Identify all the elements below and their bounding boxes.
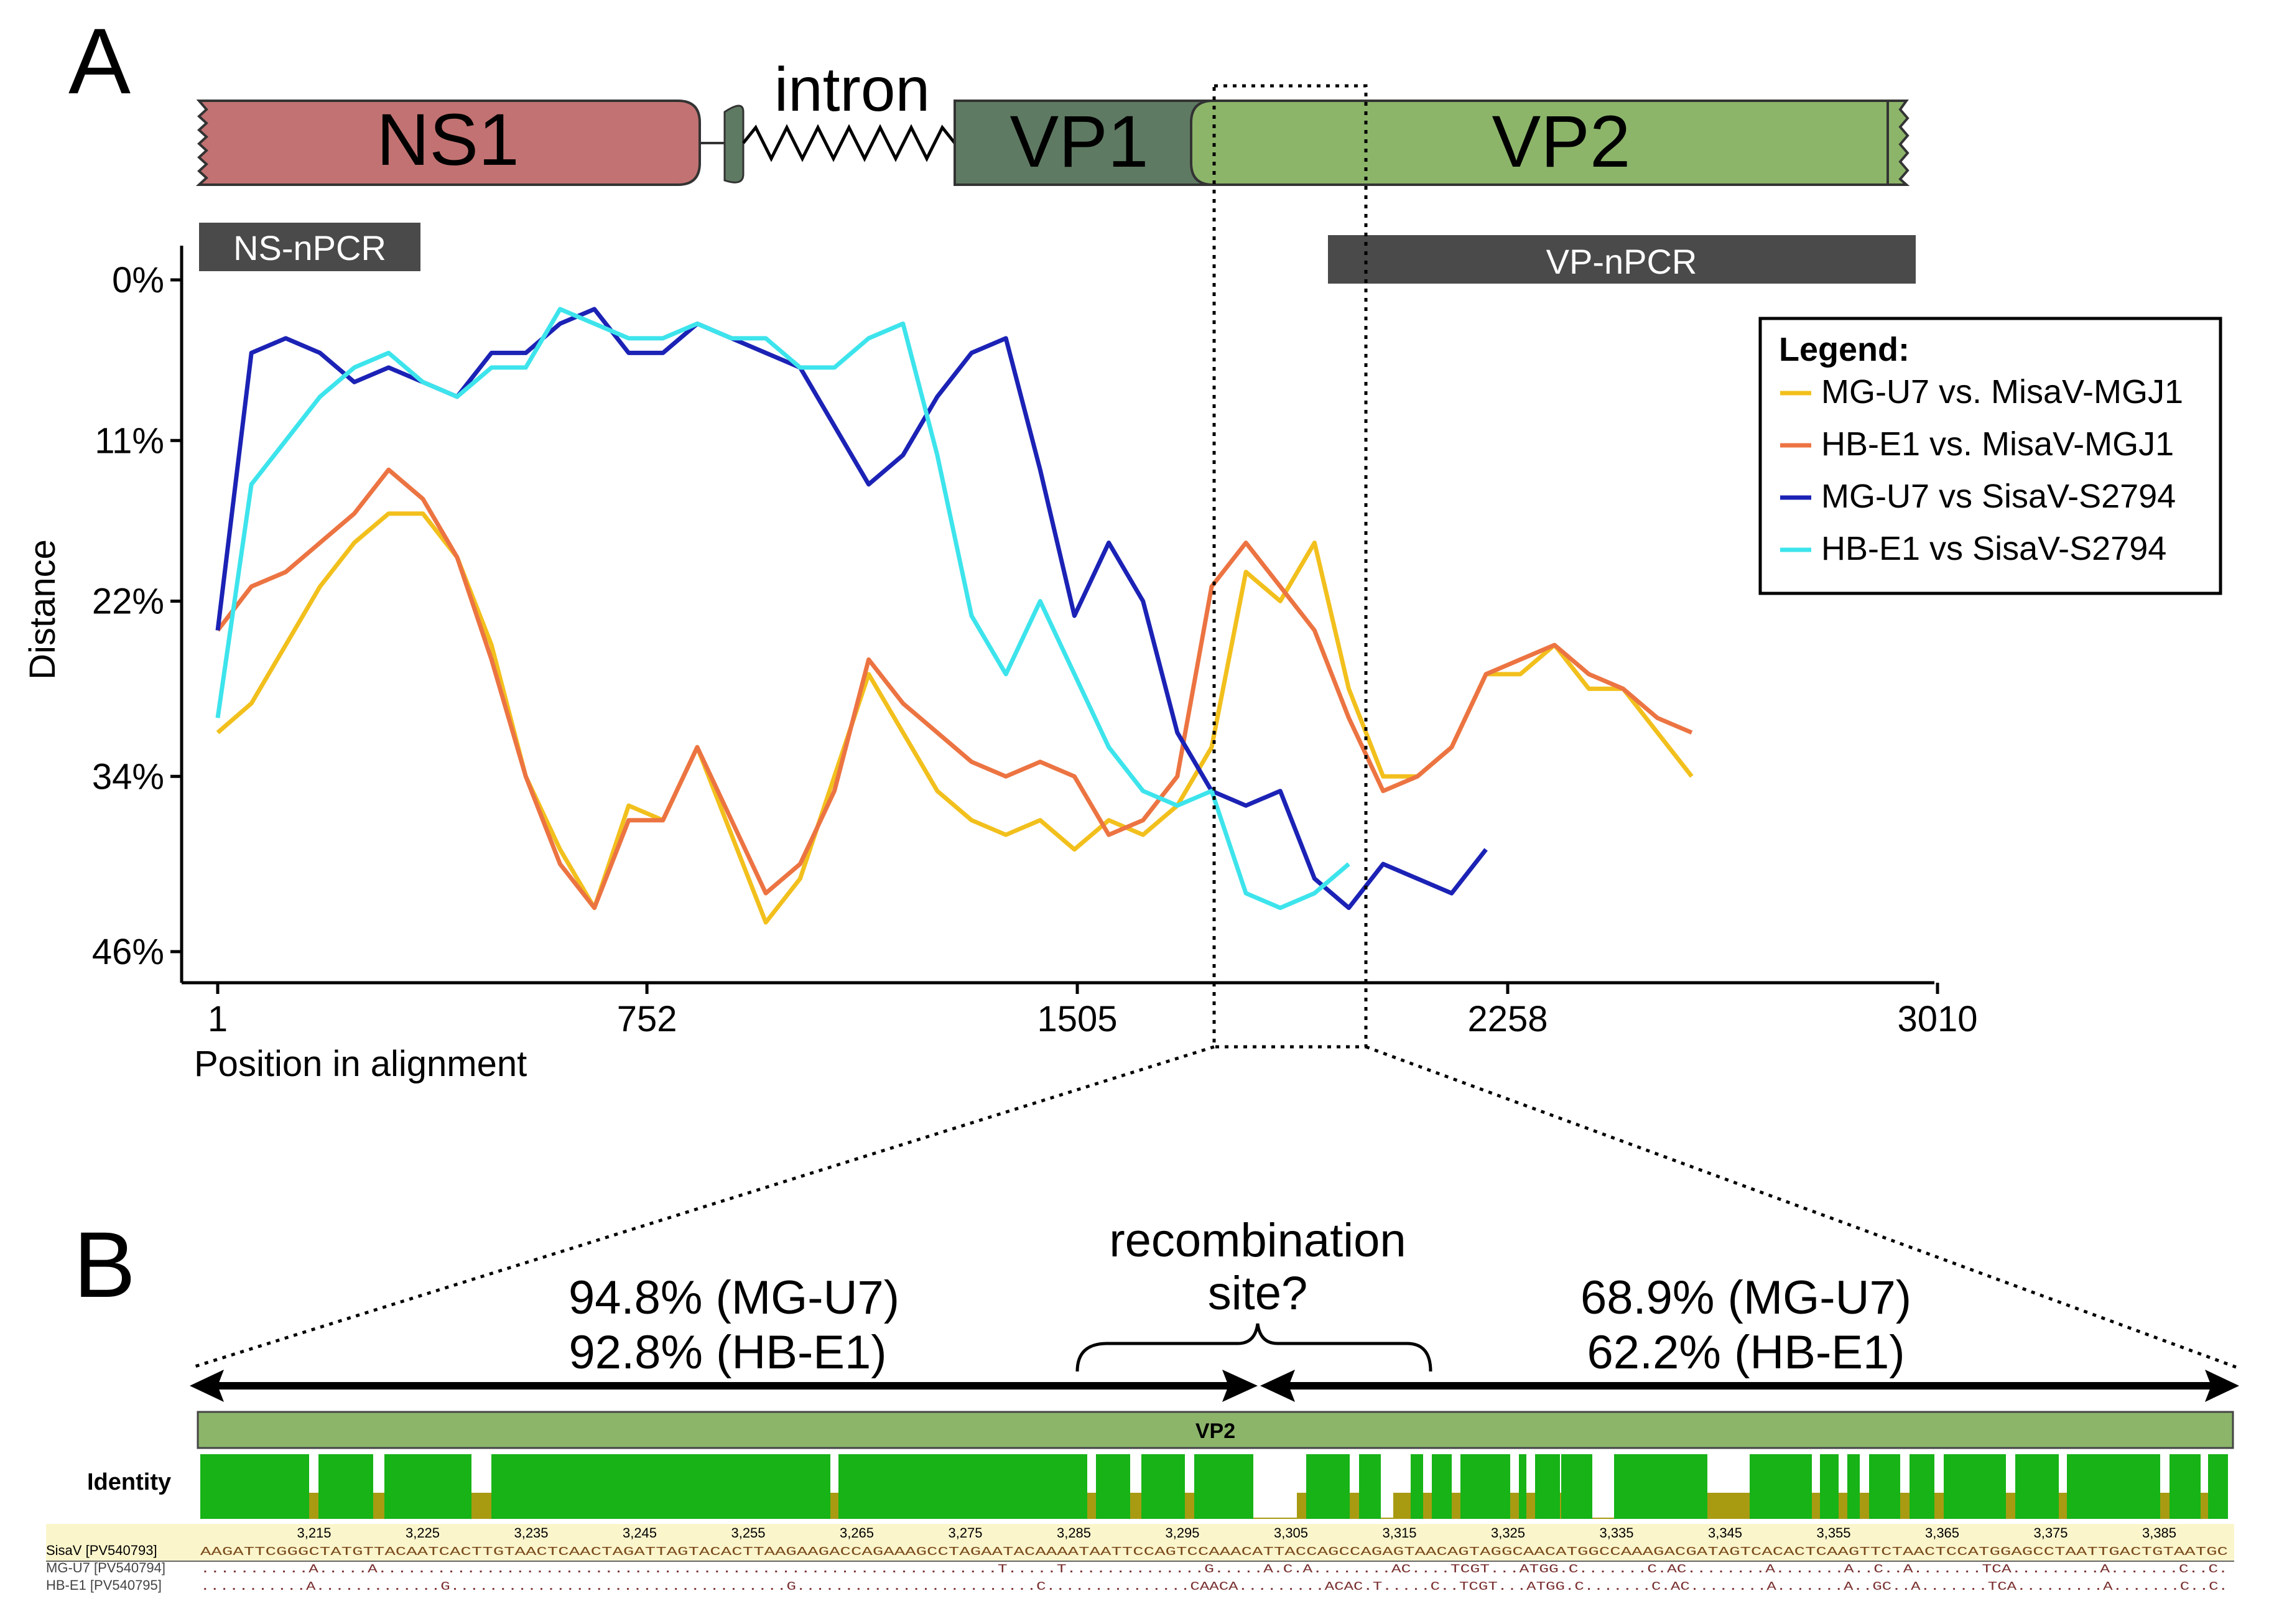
position-label: 3,345 bbox=[1708, 1525, 1742, 1541]
position-label: 3,245 bbox=[623, 1525, 657, 1541]
hbe1-sequence: ...........A.............G..............… bbox=[200, 1580, 2228, 1594]
panel-a-label: A bbox=[68, 9, 131, 113]
position-label: 3,325 bbox=[1491, 1525, 1525, 1541]
intron-zigzag bbox=[742, 124, 956, 162]
position-labels: 3,215 3,225 3,235 3,245 3,255 3,265 3,275 3,285… bbox=[297, 1525, 2176, 1541]
vp2-annotation-bar bbox=[197, 1411, 2234, 1449]
x-tick-label: 1505 bbox=[1037, 999, 1118, 1039]
vp1-gene bbox=[954, 100, 1214, 186]
panel-b-label: B bbox=[73, 1212, 136, 1317]
position-label: 3,315 bbox=[1382, 1525, 1416, 1541]
y-tick-label: 11% bbox=[95, 420, 164, 461]
vp1-label: VP1 bbox=[1009, 101, 1148, 183]
intron-label: intron bbox=[774, 55, 930, 124]
right-identity-hb: 62.2% (HB-E1) bbox=[1587, 1326, 1905, 1379]
splice-donor bbox=[723, 104, 745, 183]
series-line-2 bbox=[216, 467, 1693, 911]
distance-chart: 0% 11% 22% 34% 46% 1 752 1505 2258 3010 Distance… bbox=[22, 246, 1978, 1084]
x-tick-label: 3010 bbox=[1897, 999, 1977, 1039]
position-label: 3,225 bbox=[406, 1525, 440, 1541]
series-lines bbox=[215, 307, 1694, 925]
right-identity-mg: 68.9% (MG-U7) bbox=[1580, 1271, 1911, 1324]
ns-npcr-label: NS-nPCR bbox=[233, 228, 386, 267]
legend: Legend: MG-U7 vs. MisaV-MGJ1 HB-E1 vs. Mi… bbox=[1758, 317, 2222, 595]
y-tick-label: 22% bbox=[92, 582, 164, 622]
series-line-4 bbox=[215, 307, 1350, 911]
mgu7-sequence: ...........A.....A......................… bbox=[200, 1562, 2228, 1576]
zoom-region-box bbox=[1212, 84, 1368, 1049]
recombination-brace bbox=[1075, 1323, 1432, 1372]
seq-name-hbe1: HB-E1 [PV540795] bbox=[46, 1577, 162, 1593]
position-label: 3,375 bbox=[2033, 1525, 2067, 1541]
legend-items: MG-U7 vs. MisaV-MGJ1 HB-E1 vs. MisaV-MGJ1… bbox=[1780, 373, 2183, 567]
vp2-label: VP2 bbox=[1492, 101, 1630, 183]
vp-npcr-bar bbox=[1328, 235, 1916, 284]
position-label: 3,285 bbox=[1057, 1525, 1091, 1541]
y-ticks: 0% 11% 22% 34% 46% bbox=[92, 260, 182, 972]
position-label: 3,255 bbox=[731, 1525, 765, 1541]
position-label: 3,365 bbox=[1925, 1525, 1959, 1541]
position-label: 3,275 bbox=[948, 1525, 982, 1541]
y-tick-label: 34% bbox=[92, 756, 164, 797]
left-identity-hb: 92.8% (HB-E1) bbox=[568, 1326, 886, 1379]
position-label: 3,355 bbox=[1816, 1525, 1850, 1541]
vp2-annotation-label: VP2 bbox=[1195, 1419, 1235, 1443]
y-tick-label: 0% bbox=[112, 260, 164, 300]
legend-entry: MG-U7 vs. MisaV-MGJ1 bbox=[1821, 373, 2183, 411]
position-label: 3,235 bbox=[514, 1525, 548, 1541]
recombination-label-line2: site? bbox=[1208, 1267, 1308, 1320]
y-axis-title: Distance bbox=[22, 539, 63, 680]
left-arrow bbox=[190, 1370, 1258, 1402]
identity-track bbox=[200, 1454, 2228, 1519]
position-label: 3,335 bbox=[1599, 1525, 1633, 1541]
genome-map: NS1 intron VP1 VP2 bbox=[195, 55, 1910, 186]
zoom-line-left bbox=[192, 1045, 1215, 1369]
left-identity-mg: 94.8% (MG-U7) bbox=[568, 1271, 899, 1324]
vp2-gene-end bbox=[1886, 100, 1910, 186]
reference-row-bg bbox=[46, 1524, 2234, 1561]
position-label: 3,385 bbox=[2142, 1525, 2176, 1541]
ns-npcr-bar bbox=[199, 223, 420, 271]
right-arrow bbox=[1260, 1370, 2239, 1402]
seq-name-mgu7: MG-U7 [PV540794] bbox=[46, 1560, 165, 1575]
recombination-label-line1: recombination bbox=[1109, 1214, 1406, 1267]
legend-box bbox=[1758, 317, 2222, 595]
position-label: 3,265 bbox=[840, 1525, 874, 1541]
x-ticks: 1 752 1505 2258 3010 bbox=[208, 983, 1978, 1039]
vp-npcr-label: VP-nPCR bbox=[1546, 242, 1697, 281]
legend-entry: MG-U7 vs SisaV-S2794 bbox=[1821, 478, 2176, 515]
ns1-gene bbox=[195, 100, 701, 186]
position-label: 3,305 bbox=[1274, 1525, 1308, 1541]
reference-sequence: AAGATTCGGGCTATGTTACAATCACTTGTAACTCAACTAG… bbox=[200, 1545, 2228, 1559]
x-axis-title: Position in alignment bbox=[194, 1044, 527, 1084]
position-label: 3,215 bbox=[297, 1525, 331, 1541]
legend-entry: HB-E1 vs. MisaV-MGJ1 bbox=[1821, 425, 2174, 463]
series-line-1 bbox=[216, 511, 1694, 925]
x-tick-label: 2258 bbox=[1467, 999, 1548, 1039]
x-tick-label: 1 bbox=[208, 999, 228, 1039]
ns1-label: NS1 bbox=[376, 99, 519, 181]
seq-name-sisav: SisaV [PV540793] bbox=[46, 1543, 157, 1558]
identity-label: Identity bbox=[87, 1469, 171, 1495]
y-tick-label: 46% bbox=[92, 932, 164, 972]
x-tick-label: 752 bbox=[617, 999, 677, 1039]
legend-title: Legend: bbox=[1779, 331, 1910, 368]
position-label: 3,295 bbox=[1165, 1525, 1199, 1541]
legend-entry: HB-E1 vs SisaV-S2794 bbox=[1821, 530, 2166, 567]
